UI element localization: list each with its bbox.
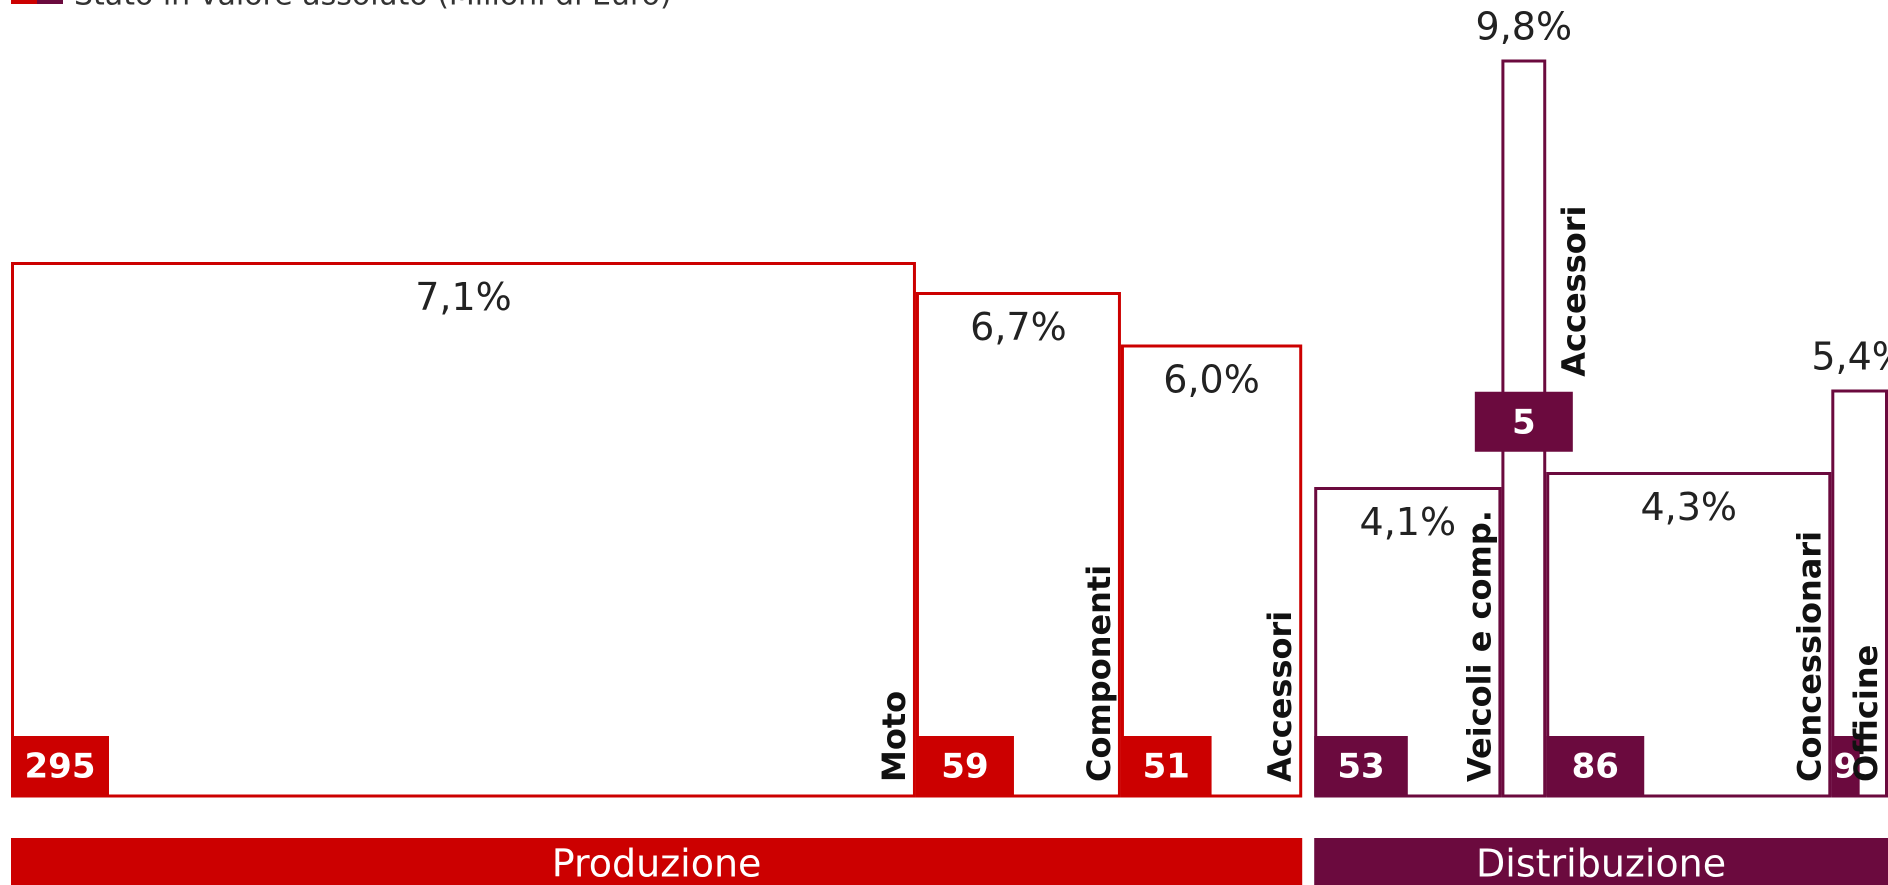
share-label: 4,3% — [1640, 485, 1737, 529]
value-label: 9 — [1834, 747, 1858, 787]
legend-label: Stato in valore assoluto (Milioni di Eur… — [74, 0, 672, 13]
value-label: 53 — [1337, 747, 1384, 787]
share-label: 6,0% — [1163, 358, 1260, 402]
value-box — [1314, 736, 1408, 796]
legend-swatch — [37, 0, 63, 4]
share-label: 5,4% — [1811, 335, 1888, 379]
value-box — [1831, 736, 1860, 796]
value-box — [915, 736, 1014, 796]
share-label: 9,8% — [1476, 5, 1573, 49]
value-label: 5 — [1512, 402, 1536, 442]
value-box — [1474, 391, 1573, 452]
category-label: Moto — [875, 691, 913, 782]
category-label: Officine — [1847, 645, 1885, 782]
group-label: Produzione — [552, 842, 762, 885]
value-label: 86 — [1572, 747, 1619, 787]
group-bar — [1314, 838, 1888, 885]
share-label: 6,7% — [970, 305, 1067, 349]
category-label: Accessori — [1555, 206, 1593, 377]
value-label: 51 — [1143, 747, 1190, 787]
legend-swatch — [11, 0, 37, 4]
category-label: Accessori — [1261, 611, 1299, 782]
category-label: Veicoli e comp. — [1460, 510, 1498, 782]
value-label: 59 — [941, 747, 988, 787]
value-box — [11, 736, 109, 796]
category-label: Concessionari — [1790, 531, 1828, 782]
value-box — [1546, 736, 1645, 796]
value-box — [1120, 736, 1212, 796]
bar — [915, 292, 1121, 798]
bar — [11, 262, 916, 798]
group-label: Distribuzione — [1476, 842, 1726, 885]
value-label: 295 — [25, 747, 96, 787]
share-label: 4,1% — [1360, 500, 1457, 544]
group-bar — [11, 838, 1303, 885]
share-label: 7,1% — [415, 275, 512, 319]
category-label: Componenti — [1080, 565, 1118, 782]
bar — [1120, 344, 1303, 798]
